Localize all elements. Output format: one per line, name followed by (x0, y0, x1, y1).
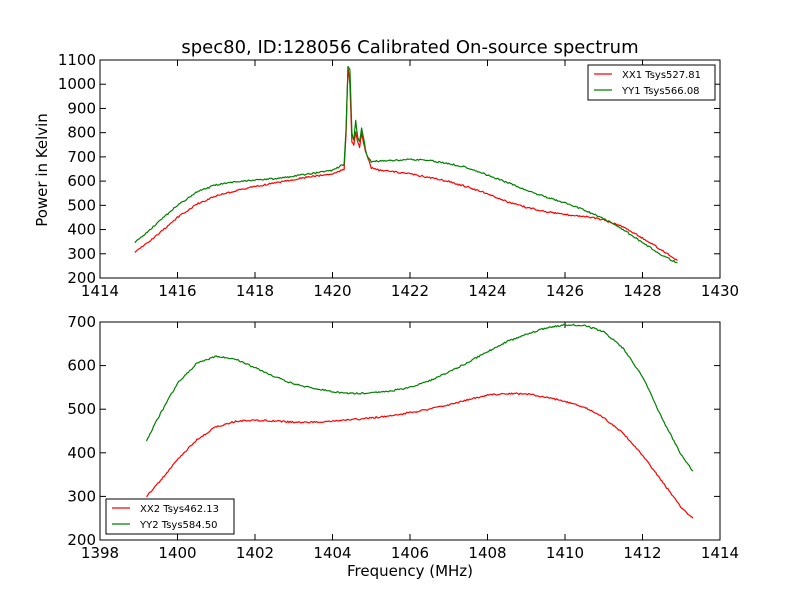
top-plot-area (134, 65, 678, 264)
x-tick-label: 1430 (701, 282, 739, 300)
legend-box (105, 498, 235, 535)
x-tick-label: 1404 (313, 544, 351, 562)
y-tick-label: 300 (67, 487, 96, 505)
legend-label-xx2: XX2 Tsys462.13 (140, 504, 219, 515)
series-line-yy1 (134, 65, 678, 264)
x-tick-label: 1400 (158, 544, 196, 562)
x-tick-label: 1402 (236, 544, 274, 562)
x-tick-label: 1414 (701, 544, 739, 562)
x-axis-label: Frequency (MHz) (347, 562, 473, 580)
legend-label-yy2: YY2 Tsys584.50 (139, 520, 218, 531)
y-tick-label: 500 (67, 400, 96, 418)
series-line-yy2 (145, 323, 694, 472)
x-tick-label: 1418 (236, 282, 274, 300)
y-tick-label: 500 (67, 196, 96, 214)
top-axis-ticks: 1414 1416 1418 1420 1422 1424 1426 1428 1430 200 3… (58, 51, 739, 300)
y-tick-label: 200 (67, 531, 96, 549)
bottom-axis-ticks: 1398 1400 1402 1404 1406 1408 1410 1412 1414 200 3… (67, 313, 739, 562)
x-tick-label: 1408 (468, 544, 506, 562)
y-tick-label: 800 (67, 124, 96, 142)
legend-label-xx1: XX1 Tsys527.81 (622, 70, 701, 81)
bottom-legend: XX2 Tsys462.13 YY2 Tsys584.50 (105, 498, 235, 535)
bottom-chart: Frequency (MHz) 1398 1400 1402 1404 1406 1408… (67, 313, 739, 580)
x-tick-label: 1422 (391, 282, 429, 300)
legend-label-yy1: YY1 Tsys566.08 (621, 86, 700, 97)
x-tick-label: 1416 (158, 282, 196, 300)
y-tick-label: 600 (67, 172, 96, 190)
series-line-xx1 (134, 67, 678, 261)
top-chart: spec80, ID:128056 Calibrated On-source s… (33, 37, 739, 300)
x-tick-label: 1426 (546, 282, 584, 300)
y-tick-label: 1000 (58, 75, 96, 93)
top-legend: XX1 Tsys527.81 YY1 Tsys566.08 (587, 64, 716, 101)
bottom-plot-area (145, 323, 694, 519)
x-tick-label: 1428 (623, 282, 661, 300)
x-tick-label: 1406 (391, 544, 429, 562)
chart-title: spec80, ID:128056 Calibrated On-source s… (181, 37, 638, 58)
x-tick-label: 1420 (313, 282, 351, 300)
top-plot-frame (99, 59, 721, 279)
y-axis-label: Power in Kelvin (33, 113, 51, 227)
x-tick-label: 1424 (468, 282, 506, 300)
x-tick-label: 1410 (546, 544, 584, 562)
x-tick-label: 1412 (623, 544, 661, 562)
bottom-plot-frame (99, 321, 721, 541)
y-tick-label: 200 (67, 269, 96, 287)
x-tick-label: 1398 (81, 544, 119, 562)
y-tick-label: 300 (67, 245, 96, 263)
x-tick-label: 1414 (81, 282, 119, 300)
legend-box (587, 64, 716, 101)
y-tick-label: 400 (67, 221, 96, 239)
y-tick-label: 700 (67, 148, 96, 166)
y-tick-label: 400 (67, 444, 96, 462)
y-tick-label: 1100 (58, 51, 96, 69)
series-line-xx2 (146, 392, 694, 519)
y-tick-label: 900 (67, 99, 96, 117)
y-tick-label: 600 (67, 357, 96, 375)
y-tick-label: 700 (67, 313, 96, 331)
